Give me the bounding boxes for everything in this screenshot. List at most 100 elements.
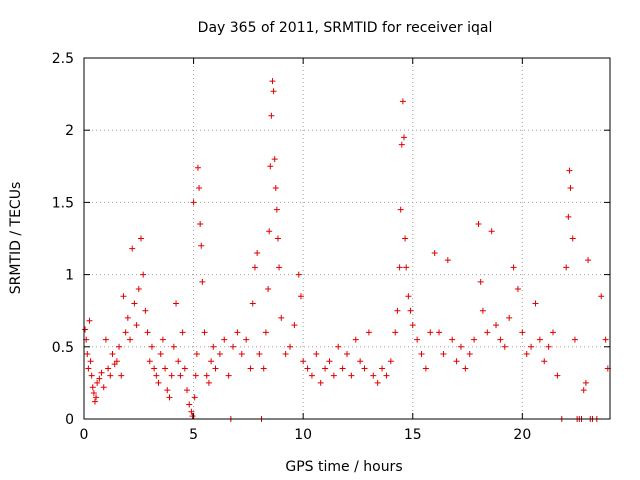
data-point [357,358,364,365]
data-point [300,358,307,365]
data-point [179,329,186,336]
data-point [190,199,197,206]
data-point [159,336,166,343]
data-point [100,384,107,391]
data-point [396,264,403,271]
data-point [164,387,171,394]
data-point [142,307,149,314]
data-point [453,358,460,365]
data-point [270,88,277,95]
x-tick-label: 10 [294,427,312,443]
data-point [370,372,377,379]
data-point [497,336,504,343]
data-point [210,343,217,350]
data-point [184,387,191,394]
data-point [113,358,120,365]
data-point [418,351,425,358]
data-point [400,134,407,141]
data-point [471,336,478,343]
data-point [422,365,429,372]
data-point [514,286,521,293]
data-point [297,293,304,300]
data-point [192,372,199,379]
scatter-series [82,78,611,422]
data-point [449,336,456,343]
data-point [124,314,131,321]
data-point [90,390,97,397]
data-point [105,365,112,372]
data-point [348,372,355,379]
data-point [536,336,543,343]
data-point [84,351,91,358]
data-point [98,369,105,376]
data-point [251,264,258,271]
data-point [545,343,552,350]
data-point [82,326,89,333]
data-point [109,351,116,358]
data-point [436,329,443,336]
data-point [407,307,414,314]
data-point [501,343,508,350]
data-point [602,336,609,343]
data-point [94,379,101,386]
data-point [221,336,228,343]
data-point [580,387,587,394]
data-point [173,300,180,307]
data-point [361,365,368,372]
data-point [186,401,193,408]
data-point [272,184,279,191]
data-point [567,184,574,191]
data-point [234,329,241,336]
data-point [208,358,215,365]
data-point [247,365,254,372]
data-point [254,249,261,256]
data-point [107,372,114,379]
plot-frame [83,57,611,420]
data-point [196,184,203,191]
data-point [571,336,578,343]
y-tick-label: 1 [65,268,74,284]
data-point [278,314,285,321]
data-point [188,408,195,415]
data-point [304,365,311,372]
data-point [86,317,93,324]
x-tick-label: 5 [189,427,198,443]
data-point [162,365,169,372]
data-point [177,372,184,379]
data-point [175,358,182,365]
data-point [191,394,198,401]
data-point [276,264,283,271]
data-point [563,264,570,271]
y-tick-label: 2.5 [52,51,74,67]
data-point [330,372,337,379]
data-point [392,329,399,336]
data-point [479,307,486,314]
data-point [153,372,160,379]
data-point [268,112,275,119]
data-point [116,343,123,350]
data-point [409,322,416,329]
data-point [256,351,263,358]
data-point [475,221,482,228]
data-point [585,257,592,264]
data-point [129,245,136,252]
data-point [440,351,447,358]
data-point [466,351,473,358]
data-point [199,278,206,285]
axis-ticks: 0 0.5 1 1.5 2 2.5 0 5 10 15 20 [52,51,610,443]
data-point [91,398,98,405]
data-point [554,372,561,379]
x-tick-label: 15 [404,427,422,443]
data-point [189,413,196,420]
data-point [243,336,250,343]
data-point [477,278,484,285]
data-point [151,365,158,372]
data-point [506,314,513,321]
data-point [566,167,573,174]
data-point [194,164,201,171]
data-point [399,98,406,105]
data-point [383,372,390,379]
data-point [444,257,451,264]
data-point [260,365,267,372]
data-point [269,78,276,85]
